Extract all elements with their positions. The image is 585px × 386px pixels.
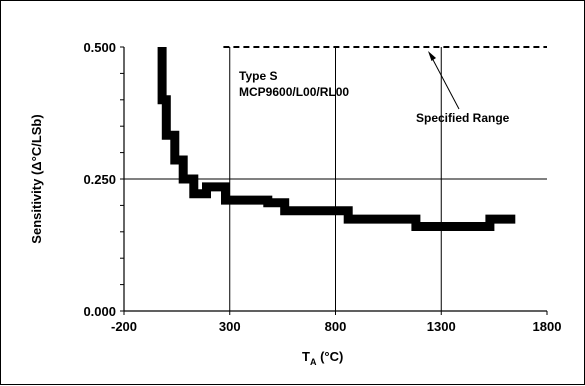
annotation-specified-range: Specified Range	[416, 111, 510, 125]
x-axis-label: TA (°C)	[302, 349, 343, 367]
x-tick-label: 1800	[533, 319, 562, 334]
annotation-type-line2: MCP9600/L00/RL00	[239, 85, 349, 99]
sensitivity-series-line	[157, 47, 516, 231]
y-tick-label: 0.250	[83, 172, 116, 187]
x-tick-label: 300	[219, 319, 241, 334]
annotation-type-line1: Type S	[239, 69, 277, 83]
x-axis-label-main: T	[302, 349, 310, 364]
x-tick-label: -200	[111, 319, 137, 334]
x-axis-label-unit: (°C)	[316, 349, 343, 364]
y-tick-label: 0.000	[83, 304, 116, 319]
data-series	[157, 46, 547, 231]
axes	[120, 46, 548, 315]
x-tick-label: 1300	[427, 319, 456, 334]
annotation-arrow-head	[428, 51, 436, 61]
x-axis-label-sub: A	[310, 357, 317, 367]
x-tick-label: 800	[325, 319, 347, 334]
tick-labels: 0.000 0.250 0.500 -200 300 800 1300 1800	[83, 40, 561, 334]
annotation-arrow-line	[430, 55, 460, 110]
y-axis-label: Sensitivity (Δ°C/LSb)	[29, 114, 44, 243]
y-tick-label: 0.500	[83, 40, 116, 55]
